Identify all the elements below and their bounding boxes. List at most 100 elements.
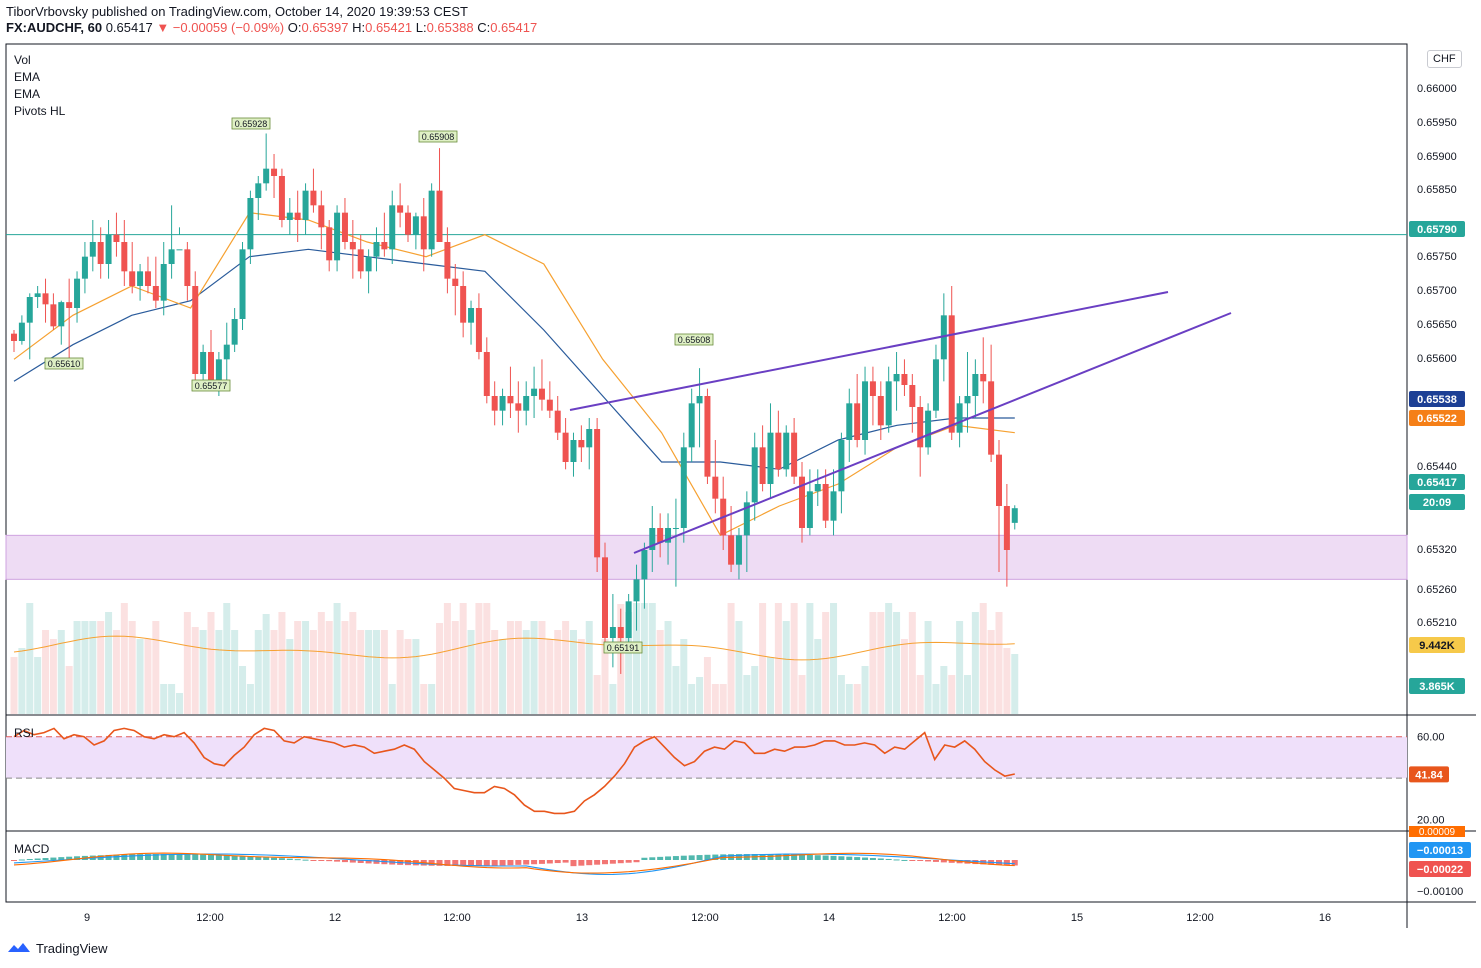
time-tick-label: 12:00 [938, 912, 966, 924]
candle-body [412, 216, 419, 235]
candle-body [507, 396, 514, 404]
rsi-badge [1409, 766, 1449, 783]
macd-histogram-bar [570, 860, 577, 867]
candle-body [767, 432, 774, 484]
candle-body [318, 205, 325, 228]
price-badge-label: 0.65538 [1417, 394, 1457, 406]
macd-histogram-bar [436, 860, 443, 866]
price-tick-label: 0.65260 [1417, 584, 1457, 596]
volume-bar [664, 621, 672, 714]
candle-body [554, 410, 561, 433]
volume-bar [538, 621, 546, 714]
macd-histogram-bar [712, 854, 719, 860]
wedge-lower-line [633, 312, 1232, 554]
volume-bar [168, 684, 176, 714]
volume-bar [577, 639, 585, 714]
candle-body [349, 242, 356, 250]
volume-bar [743, 675, 751, 714]
candle-body [176, 249, 183, 251]
legend-vol[interactable]: Vol [14, 53, 31, 67]
volume-bar [443, 603, 451, 714]
volume-bar [672, 666, 680, 714]
volume-bar [609, 684, 617, 714]
macd-histogram-bar [854, 857, 861, 860]
volume-bar [562, 621, 570, 714]
macd-histogram-bar [680, 855, 687, 860]
volume-bar [782, 621, 790, 714]
candle-body [704, 396, 711, 477]
candle-body [830, 491, 837, 521]
candle-body [917, 407, 924, 448]
candle-body [641, 550, 648, 580]
candle-body [66, 302, 73, 308]
legend-ema-2[interactable]: EMA [14, 87, 41, 101]
last-price: 0.65417 [105, 20, 153, 35]
volume-bar [514, 621, 522, 714]
volume-bar [790, 603, 798, 714]
pivot-label: 0.65610 [48, 359, 81, 369]
volume-bar [112, 630, 120, 714]
macd-histogram-bar [286, 858, 293, 860]
volume-bar [703, 657, 711, 714]
candle-body [113, 234, 120, 242]
volume-bar [546, 639, 554, 714]
price-badge [1409, 391, 1465, 407]
volume-bar [105, 612, 113, 714]
candle-body [799, 476, 805, 528]
macd-histogram-bar [341, 860, 348, 863]
macd-histogram-bar [672, 856, 679, 860]
macd-histogram-bar [365, 860, 372, 864]
volume-bar [475, 603, 483, 714]
volume-badge [1409, 637, 1465, 653]
macd-histogram-bar [704, 854, 711, 860]
candle-body [688, 403, 695, 448]
candle-body [483, 352, 490, 396]
macd-histogram-bar [767, 854, 774, 860]
volume-bar [428, 684, 436, 714]
candle-body [783, 432, 790, 470]
macd-histogram-bar [168, 854, 175, 860]
volume-bar [144, 639, 152, 714]
candle-body [948, 315, 955, 433]
price-badge-label: 20:09 [1423, 497, 1451, 509]
macd-histogram-bar [641, 857, 648, 860]
volume-bar [640, 603, 648, 714]
legend-ema-1[interactable]: EMA [14, 70, 41, 84]
volume-bar [357, 630, 365, 714]
volume-bar [924, 621, 932, 714]
macd-histogram-bar [121, 854, 128, 860]
candle-body [26, 297, 33, 323]
candle-body [160, 264, 167, 301]
price-badge-label: 0.65790 [1417, 224, 1457, 236]
volume-bar [900, 639, 908, 714]
legend-pivots[interactable]: Pivots HL [14, 104, 66, 118]
macd-histogram-bar [412, 860, 419, 866]
volume-bar [656, 630, 664, 714]
macd-histogram-bar [239, 856, 246, 860]
candle-body [1011, 508, 1018, 523]
candle-body [531, 388, 538, 396]
volume-bar [317, 612, 325, 714]
rsi-line [13, 727, 1015, 815]
candle-body [665, 528, 672, 543]
symbol-name[interactable]: FX:AUDCHF, 60 [6, 20, 103, 35]
volume-bar [388, 684, 396, 714]
wedge-upper-line [569, 291, 1169, 411]
candle-body [546, 399, 553, 411]
volume-bar [869, 612, 877, 714]
macd-histogram-bar [26, 859, 33, 861]
macd-histogram-bar [215, 855, 222, 860]
chart-header: TiborVrbovsky published on TradingView.c… [6, 4, 537, 36]
candle-body [657, 528, 664, 543]
volume-bar [845, 684, 853, 714]
candle-body [609, 627, 616, 638]
volume-bar [191, 627, 199, 714]
volume-bar [979, 603, 987, 714]
volume-bar [483, 603, 491, 714]
candle-body [428, 190, 435, 250]
currency-badge[interactable]: CHF [1427, 50, 1462, 68]
price-tick-label: 0.65700 [1417, 285, 1457, 297]
volume-bar [593, 675, 601, 714]
close-label: C: [477, 20, 491, 35]
